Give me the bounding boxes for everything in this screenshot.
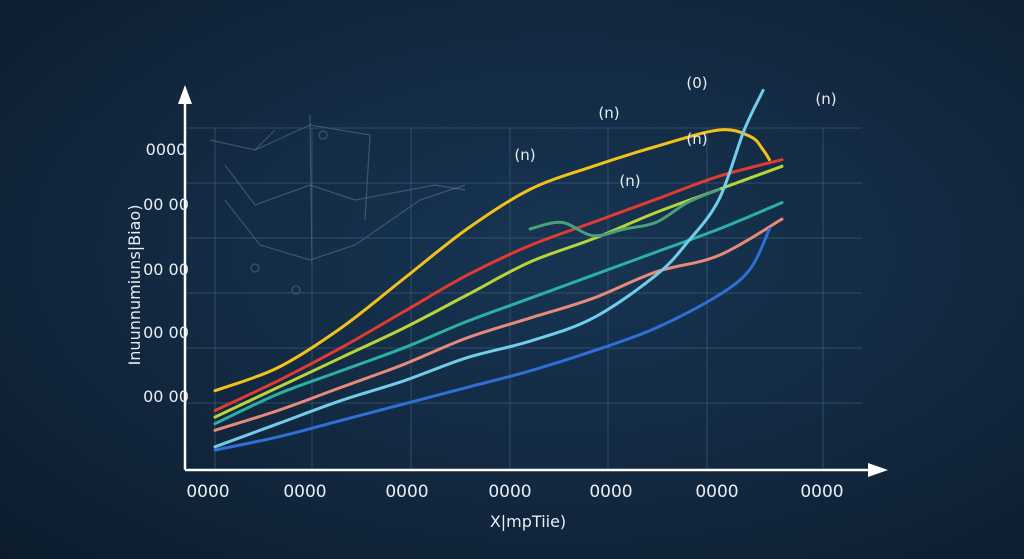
series-line-3 <box>213 164 784 419</box>
sketch-node <box>318 130 328 140</box>
series-line-6 <box>213 88 765 449</box>
axes <box>178 85 888 477</box>
grid <box>185 127 862 470</box>
series-line-8 <box>528 187 721 238</box>
y-tick-label: 00 00 <box>143 323 189 342</box>
annotation-label: (n) <box>598 104 619 122</box>
x-tick-label: 0000 <box>488 482 531 502</box>
y-tick-label: 00 00 <box>143 387 189 406</box>
series-line-4 <box>213 201 784 426</box>
y-tick-labels: 0000 00 00 00 00 00 00 00 00 <box>143 140 189 406</box>
x-tick-label: 0000 <box>589 482 632 502</box>
annotation-label: (n) <box>815 90 836 108</box>
series-line-5 <box>213 217 784 432</box>
x-tick-label: 0000 <box>186 482 229 502</box>
sketch-node <box>250 263 260 273</box>
y-tick-label: 00 00 <box>143 195 189 214</box>
x-tick-label: 0000 <box>695 482 738 502</box>
sketch-line <box>224 164 466 206</box>
y-axis-title: Inuunnumiuns|Biao) <box>125 205 144 366</box>
x-axis-title: X|mpTiie) <box>490 512 566 531</box>
y-tick-label: 00 00 <box>143 260 189 279</box>
y-axis-arrow-icon <box>178 85 192 104</box>
series-line-7 <box>213 227 771 452</box>
sketch-node <box>291 285 301 295</box>
background-sketch <box>209 114 466 295</box>
x-tick-label: 0000 <box>385 482 428 502</box>
y-tick-label: 0000 <box>146 140 187 159</box>
x-tick-label: 0000 <box>800 482 843 502</box>
x-tick-label: 0000 <box>283 482 326 502</box>
annotation-label: (n) <box>686 130 707 148</box>
sketch-line <box>254 124 371 221</box>
annotation-label: (0) <box>686 74 707 92</box>
sketch-line <box>209 129 276 151</box>
x-tick-labels: 0000 0000 0000 0000 0000 0000 0000 <box>186 482 843 502</box>
annotation-label: (n) <box>619 172 640 190</box>
series-group <box>213 88 784 452</box>
annotation-label: (n) <box>514 146 535 164</box>
series-line-1 <box>213 128 771 393</box>
annotations: (0) (n) (n) (n) (n) (n) <box>514 74 836 190</box>
series-line-2 <box>213 158 784 412</box>
x-axis-arrow-icon <box>868 463 888 477</box>
